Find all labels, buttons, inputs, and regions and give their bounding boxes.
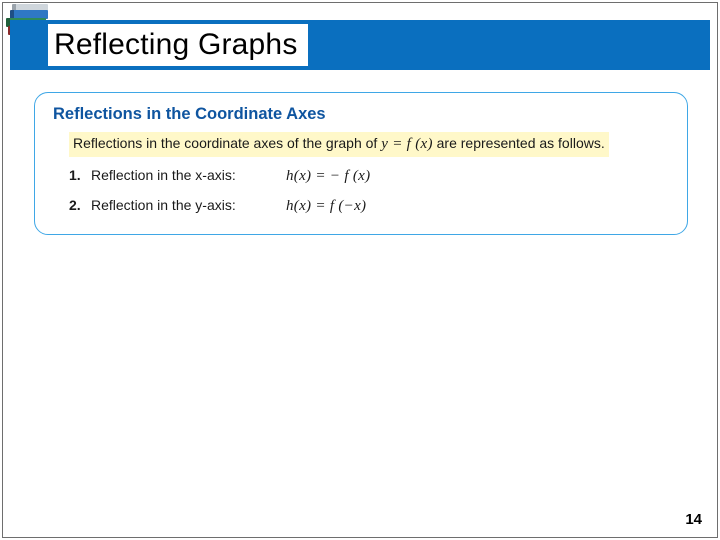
- panel-title: Reflections in the Coordinate Axes: [53, 105, 671, 124]
- rule-2-num: 2.: [69, 195, 91, 217]
- page-number: 14: [685, 511, 702, 528]
- rule-1-label: Reflection in the x-axis:: [91, 165, 286, 187]
- rule-2-label: Reflection in the y-axis:: [91, 195, 286, 217]
- rule-row-2: 2. Reflection in the y-axis: h(x) = f (−…: [69, 195, 671, 218]
- panel-intro: Reflections in the coordinate axes of th…: [69, 132, 609, 157]
- slide-title: Reflecting Graphs: [48, 24, 308, 66]
- intro-equation: y = f (x): [381, 136, 433, 152]
- rule-1-eq: h(x) = − f (x): [286, 165, 370, 188]
- slide-frame: [2, 2, 718, 538]
- intro-suffix: are represented as follows.: [433, 135, 605, 151]
- rule-1-num: 1.: [69, 165, 91, 187]
- title-bar: Reflecting Graphs: [10, 20, 710, 70]
- intro-prefix: Reflections in the coordinate axes of th…: [73, 135, 381, 151]
- rule-2-eq: h(x) = f (−x): [286, 195, 366, 218]
- content-panel: Reflections in the Coordinate Axes Refle…: [34, 92, 688, 235]
- rule-row-1: 1. Reflection in the x-axis: h(x) = − f …: [69, 165, 671, 188]
